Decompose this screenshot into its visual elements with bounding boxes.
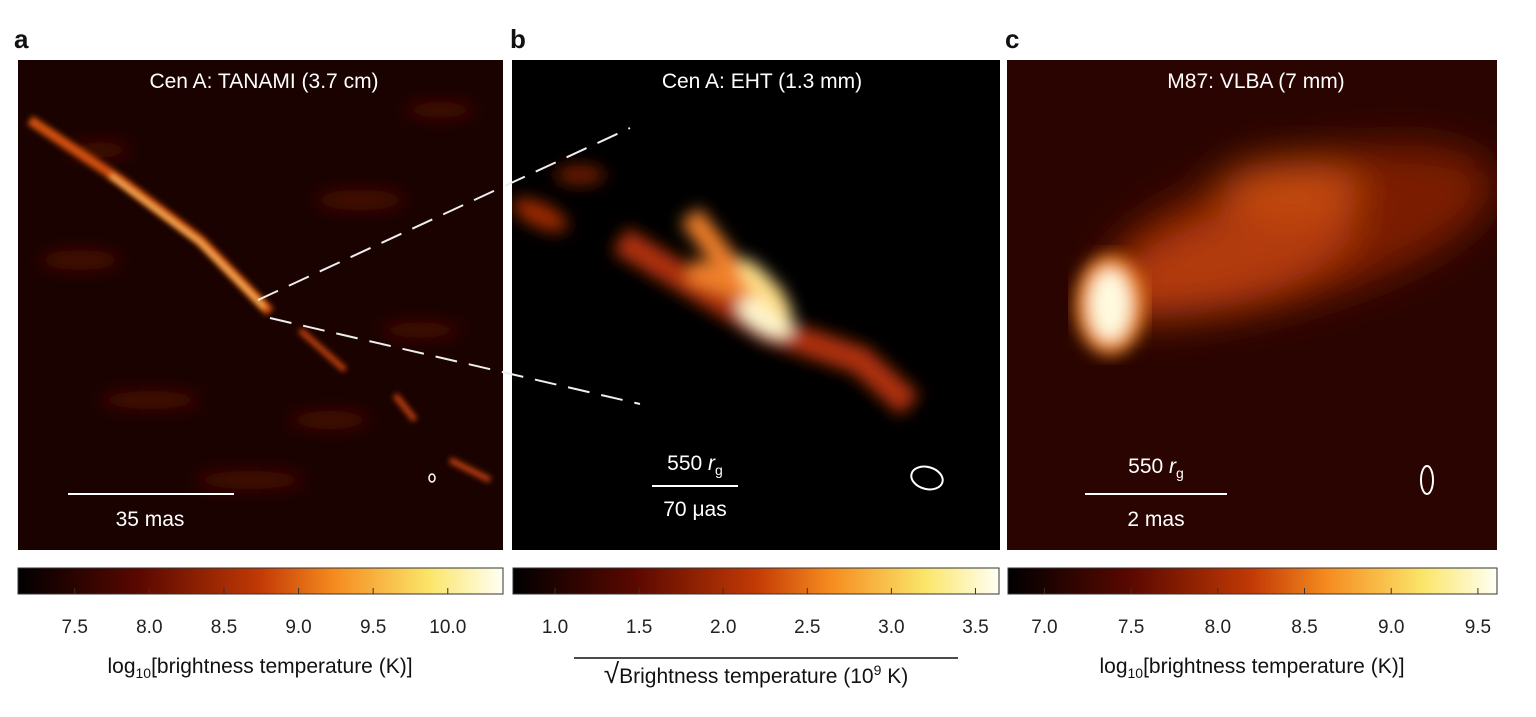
colorbar xyxy=(1007,567,1498,595)
scale-sub: g xyxy=(715,462,723,478)
scale-number: 550 xyxy=(667,452,702,475)
panel-c-image xyxy=(1007,60,1497,550)
tick-label: 8.0 xyxy=(1205,617,1231,638)
colorbar-label: log10[brightness temperature (K)] xyxy=(107,655,412,681)
scale-label: 550 rg xyxy=(667,452,723,478)
scale-symbol: r xyxy=(708,452,716,475)
label-sub: 10 xyxy=(136,665,152,681)
zoom-line xyxy=(257,127,641,405)
beam xyxy=(428,473,436,483)
panel-letter: c xyxy=(1005,24,1019,54)
scale-label: 70 μas xyxy=(663,498,726,521)
label-prefix: log xyxy=(1099,655,1127,678)
tick-label: 10.0 xyxy=(429,617,466,638)
scale-number: 550 xyxy=(1128,455,1163,478)
colorbar xyxy=(512,567,1000,595)
tick-label: 7.5 xyxy=(1118,617,1144,638)
colorbar-label: log10[brightness temperature (K)] xyxy=(1099,655,1404,681)
label-radical: √ xyxy=(604,658,620,689)
panel-a-image xyxy=(18,60,503,550)
label-text: [brightness temperature (K)] xyxy=(1143,655,1404,678)
tick-label: 1.0 xyxy=(542,617,568,638)
scale-label: 2 mas xyxy=(1127,508,1184,531)
tick-label: 1.5 xyxy=(626,617,652,638)
panel-letter: a xyxy=(14,24,29,54)
tick-label: 8.0 xyxy=(136,617,162,638)
label-suffix: K) xyxy=(881,665,908,688)
panel-letter: b xyxy=(510,24,526,54)
label-text: Brightness temperature (10 xyxy=(619,665,873,688)
label-text: [brightness temperature (K)] xyxy=(151,655,412,678)
panel-title: Cen A: EHT (1.3 mm) xyxy=(662,70,862,93)
tick-label: 9.0 xyxy=(285,617,311,638)
label-prefix: log xyxy=(107,655,135,678)
tick-label: 7.0 xyxy=(1031,617,1057,638)
label-sup: 9 xyxy=(874,662,882,678)
colorbar-label: √Brightness temperature (109 K) xyxy=(604,658,908,689)
tick-label: 3.5 xyxy=(962,617,988,638)
beam xyxy=(910,465,944,491)
scale-label: 550 rg xyxy=(1128,455,1184,481)
scale-label: 35 mas xyxy=(116,508,185,531)
tick-label: 2.5 xyxy=(794,617,820,638)
tick-label: 2.0 xyxy=(710,617,736,638)
panel-title: Cen A: TANAMI (3.7 cm) xyxy=(149,70,378,93)
panel-title: M87: VLBA (7 mm) xyxy=(1167,70,1344,93)
beam xyxy=(1420,465,1434,495)
tick-label: 7.5 xyxy=(61,617,87,638)
scale-sub: g xyxy=(1176,465,1184,481)
tick-label: 3.0 xyxy=(878,617,904,638)
tick-label: 9.0 xyxy=(1378,617,1404,638)
panel-b-image xyxy=(512,60,1000,550)
colorbar xyxy=(17,567,504,595)
scale-symbol: r xyxy=(1169,455,1177,478)
tick-label: 9.5 xyxy=(1465,617,1491,638)
tick-label: 8.5 xyxy=(1291,617,1317,638)
tick-label: 8.5 xyxy=(211,617,237,638)
tick-label: 9.5 xyxy=(360,617,386,638)
label-sub: 10 xyxy=(1128,665,1144,681)
